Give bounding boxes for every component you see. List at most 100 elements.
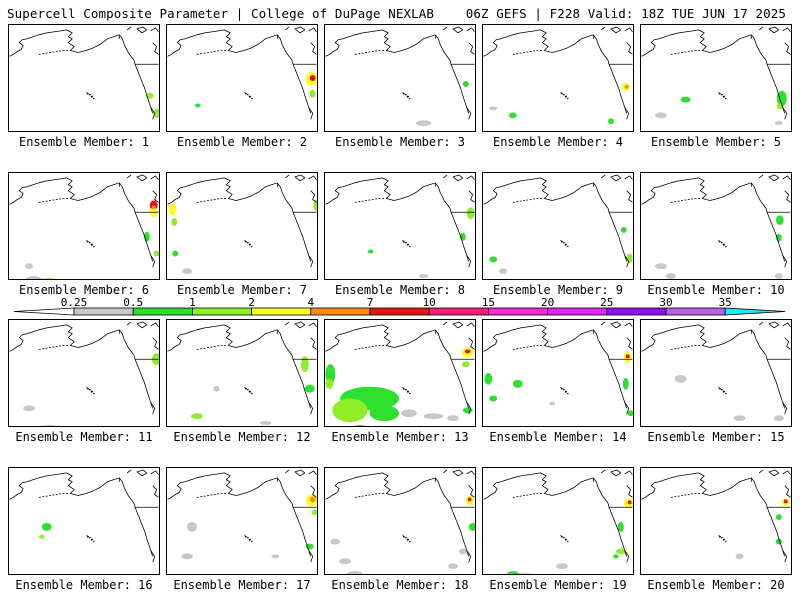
ensemble-member-label: Ensemble Member: 7 (176, 283, 308, 297)
scp-field-blob (655, 112, 667, 119)
ensemble-member-label: Ensemble Member: 6 (18, 283, 150, 297)
scp-field-blob (655, 263, 667, 270)
map-canvas (167, 321, 317, 426)
scp-field-blob (549, 401, 556, 406)
ensemble-member-label: Ensemble Member: 13 (331, 430, 469, 444)
scp-field-blob (26, 276, 42, 279)
scp-field-blob (626, 253, 633, 264)
ensemble-member-label: Ensemble Member: 18 (331, 578, 469, 592)
scp-field-blob (311, 509, 317, 516)
scp-field-blob (665, 273, 676, 279)
scp-field-blob (461, 361, 470, 368)
map-canvas (641, 174, 791, 279)
map-canvas (9, 321, 159, 426)
map-canvas (483, 321, 633, 417)
map-canvas (167, 469, 317, 563)
map-canvas (9, 469, 159, 563)
ensemble-member-map (482, 172, 634, 280)
scp-field-blob (489, 395, 498, 402)
scp-field-blob (512, 379, 523, 388)
scp-field-blob (332, 398, 368, 423)
color-scale-bar: 0.25 0.5 1 2 4 7 10 15 20 25 30 35 (13, 298, 786, 316)
ensemble-member-map (324, 172, 476, 280)
scp-field-blob (776, 103, 783, 110)
map-canvas (641, 26, 791, 126)
scp-field-blob (489, 106, 498, 111)
colorbar-segment (547, 307, 608, 316)
scp-field-blob (309, 75, 316, 81)
scp-field-blob (168, 203, 177, 216)
ensemble-member-map (166, 467, 318, 575)
ensemble-member-label: Ensemble Member: 14 (489, 430, 627, 444)
scp-field-blob (171, 218, 178, 226)
colorbar-tick-label: 20 (541, 298, 554, 309)
scp-field-blob (153, 108, 159, 119)
scp-field-blob (259, 421, 272, 426)
scp-field-blob (353, 425, 366, 426)
ensemble-member-map (324, 24, 476, 132)
ensemble-member-map (640, 172, 792, 280)
scp-field-blob (467, 497, 472, 502)
colorbar-tick-label: 15 (482, 298, 495, 309)
scp-field-blob (624, 84, 629, 89)
ensemble-member-label: Ensemble Member: 12 (173, 430, 311, 444)
colorbar-segment (310, 307, 371, 316)
scp-field-blob (25, 263, 33, 270)
scp-field-blob (367, 249, 374, 254)
scp-field-blob (466, 207, 475, 220)
scp-field-blob (499, 268, 507, 275)
scp-field-blob (415, 120, 432, 127)
colorbar-segment (132, 307, 193, 316)
scp-field-blob (190, 413, 203, 420)
scp-field-blob (41, 278, 56, 279)
header-valid-time: 06Z GEFS | F228 Valid: 18Z TUE JUN 17 20… (465, 6, 786, 21)
scp-field-blob (330, 538, 341, 545)
scp-field-blob (194, 103, 201, 108)
colorbar-tick-label: 4 (307, 298, 314, 309)
scp-field-blob (775, 514, 782, 521)
scp-field-blob (627, 500, 632, 505)
scp-field-blob (300, 356, 309, 373)
map-canvas (325, 174, 475, 279)
scp-field-blob (182, 268, 192, 275)
scp-field-blob (489, 256, 498, 263)
map-canvas (325, 469, 475, 574)
scp-field-blob (508, 112, 517, 119)
scp-field-blob (608, 118, 614, 125)
scp-field-blob (172, 250, 179, 257)
scp-field-blob (447, 415, 459, 422)
scp-field-blob (41, 425, 56, 426)
ensemble-member-map (166, 172, 318, 280)
scp-field-blob (149, 200, 158, 211)
ensemble-member-label: Ensemble Member: 3 (334, 135, 466, 149)
scp-field-blob (23, 405, 35, 412)
colorbar-tick-label: 1 (189, 298, 196, 309)
ensemble-member-map (482, 319, 634, 427)
colorbar-tick-label: 10 (423, 298, 436, 309)
scp-field-blob (680, 96, 691, 103)
scp-field-blob (448, 563, 458, 570)
ensemble-member-map (166, 24, 318, 132)
map-canvas (325, 321, 475, 426)
scp-field-blob (735, 553, 744, 560)
scp-field-blob (612, 554, 619, 559)
scp-field-blob (309, 89, 316, 98)
ensemble-member-map (640, 467, 792, 575)
scp-field-blob (484, 373, 493, 385)
scp-field-blob (347, 571, 363, 574)
scp-field-blob (339, 558, 351, 565)
ensemble-member-map (482, 467, 634, 575)
map-canvas (167, 26, 317, 120)
colorbar-max-arrow (724, 307, 786, 316)
ensemble-member-map (482, 24, 634, 132)
scp-field-blob (468, 522, 475, 531)
colorbar-tick-label: 35 (719, 298, 732, 309)
map-canvas (167, 174, 317, 275)
scp-field-blob (774, 121, 783, 126)
scp-field-blob (325, 378, 334, 389)
scp-field-blob (304, 384, 315, 393)
scp-field-blob (151, 205, 156, 210)
scp-field-blob (627, 410, 633, 417)
scp-field-blob (776, 90, 787, 107)
colorbar-segment (665, 307, 726, 316)
